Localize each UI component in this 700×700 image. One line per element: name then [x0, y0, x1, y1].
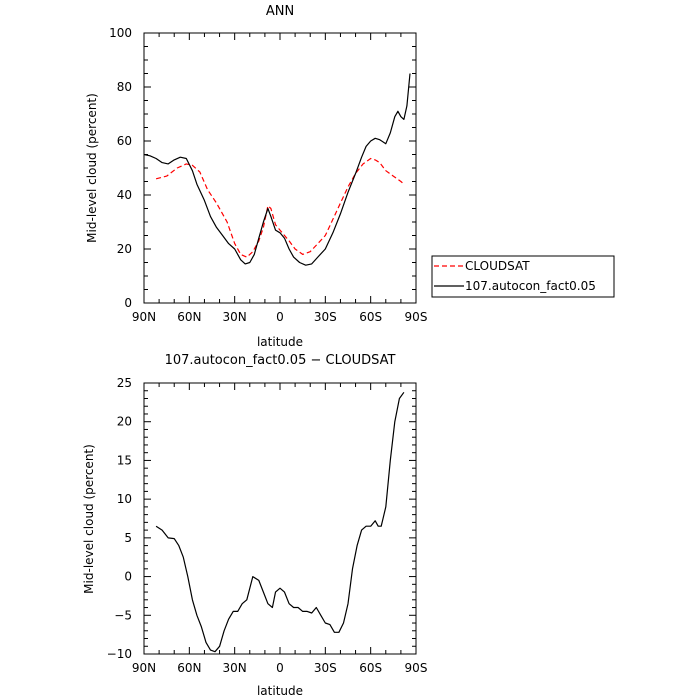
- panel2-ytick-label: 10: [117, 492, 132, 506]
- panel2-xtick-label: 60S: [359, 661, 382, 675]
- panel1-ytick-label: 100: [109, 26, 132, 40]
- panel2-xtick-label: 0: [276, 661, 284, 675]
- panel2-xtick-label: 30S: [314, 661, 337, 675]
- panel2-xtick-label: 90N: [132, 661, 156, 675]
- legend: CLOUDSAT 107.autocon_fact0.05: [431, 255, 615, 298]
- panel1-xlabel: latitude: [257, 335, 303, 349]
- legend-box: [431, 255, 615, 298]
- legend-label-model: 107.autocon_fact0.05: [465, 279, 596, 293]
- panel2-frame: [143, 382, 417, 655]
- panel2-axes-ticks: 90N 60N 30N 0 30S 60S 90S −10 −5 0 5 10 15 20 25: [107, 376, 428, 675]
- panel2-title: 107.autocon_fact0.05 − CLOUDSAT: [165, 353, 396, 368]
- panel1-title: ANN: [266, 4, 294, 19]
- panel1-axes-ticks: 90N 60N 30N 0 30S 60S 90S 0 20 40 60 80 100: [109, 26, 427, 324]
- panel1-ytick-label: 80: [117, 80, 132, 94]
- panel1-xtick-label: 30N: [223, 310, 247, 324]
- panel2-xtick-label: 30N: [223, 661, 247, 675]
- panel1-ytick-label: 60: [117, 134, 132, 148]
- panel1-series-line-0: [155, 157, 405, 258]
- legend-label-cloudsat: CLOUDSAT: [465, 259, 530, 273]
- panel2-ytick-label: 5: [124, 531, 132, 545]
- panel2-series-line-0: [155, 391, 405, 653]
- panel1-xtick-label: 0: [276, 310, 284, 324]
- panel1-ytick-label: 20: [117, 242, 132, 256]
- panel2-xtick-label: 90S: [405, 661, 428, 675]
- panel2-ytick-label: −5: [114, 608, 132, 622]
- panel2-ytick-label: 25: [117, 376, 132, 390]
- panel1-xtick-label: 90S: [405, 310, 428, 324]
- panel1-xtick-label: 90N: [132, 310, 156, 324]
- panel2-ytick-label: −10: [107, 647, 132, 661]
- panel1-series-line-1: [143, 73, 411, 266]
- panel2-ytick-label: 15: [117, 453, 132, 467]
- panel1-series: [143, 73, 411, 266]
- panel1-ytick-label: 40: [117, 188, 132, 202]
- panel2-series: [155, 391, 405, 653]
- panel2-ytick-label: 0: [124, 570, 132, 584]
- panel2-ylabel: Mid-level cloud (percent): [82, 444, 96, 594]
- bottom-panel: 107.autocon_fact0.05 − CLOUDSAT Mid-leve…: [82, 353, 427, 698]
- panel1-xtick-label: 60N: [177, 310, 201, 324]
- panel1-ytick-label: 0: [124, 296, 132, 310]
- panel1-ylabel: Mid-level cloud (percent): [85, 93, 99, 243]
- top-panel: ANN Mid-level cloud (percent) latitude 9…: [85, 4, 615, 349]
- panel2-ytick-label: 20: [117, 415, 132, 429]
- panel1-xtick-label: 60S: [359, 310, 382, 324]
- panel1-xtick-label: 30S: [314, 310, 337, 324]
- panel2-xtick-label: 60N: [177, 661, 201, 675]
- panel2-xlabel: latitude: [257, 684, 303, 698]
- panel1-frame: [143, 32, 417, 304]
